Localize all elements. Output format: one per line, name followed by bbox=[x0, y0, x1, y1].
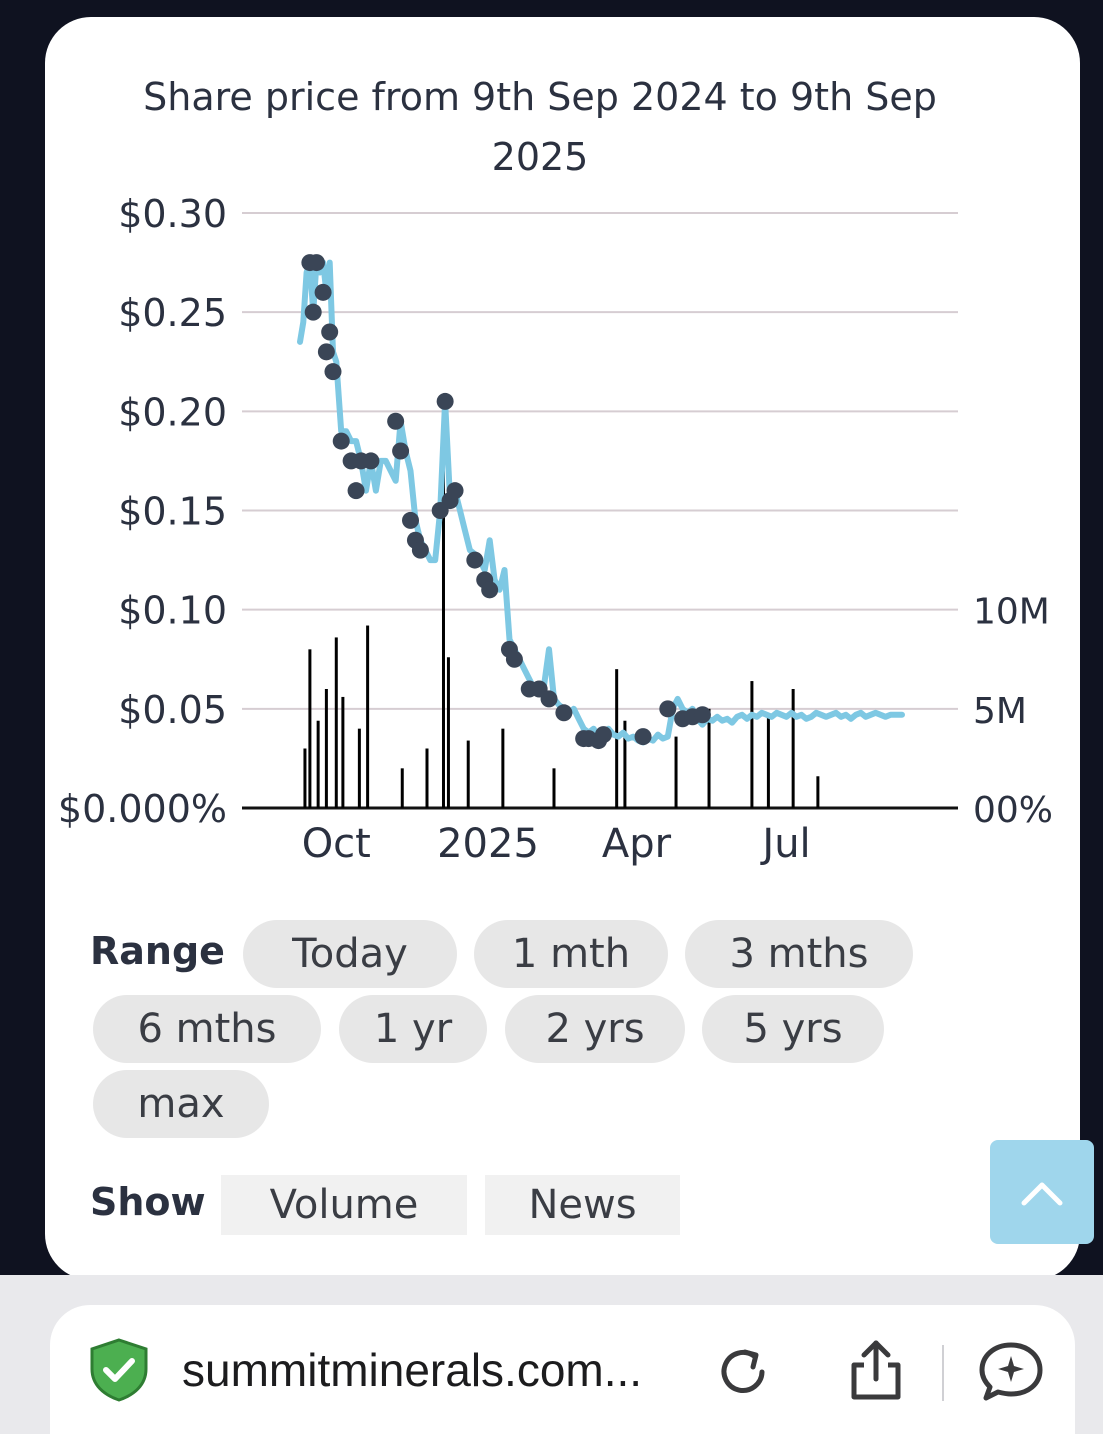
volume-bar bbox=[501, 728, 505, 808]
news-marker[interactable] bbox=[307, 254, 325, 272]
news-marker[interactable] bbox=[387, 412, 405, 430]
range-label: Range bbox=[90, 929, 225, 973]
y-tick-label: $0.20 bbox=[118, 390, 227, 434]
volume-tick-label: 5M bbox=[973, 691, 1027, 732]
news-marker[interactable] bbox=[466, 551, 484, 569]
chart-card: Share price from 9th Sep 2024 to 9th Sep… bbox=[45, 17, 1080, 1280]
news-marker[interactable] bbox=[693, 706, 711, 724]
y-tick-label: $0.000% bbox=[58, 787, 227, 831]
volume-bar bbox=[816, 776, 820, 808]
share-price-chart[interactable]: $0.30 $0.25 $0.20 $0.15 $0.10 $0.05 $0.000% 10M… bbox=[45, 17, 1080, 877]
volume-bar bbox=[791, 689, 795, 808]
news-marker[interactable] bbox=[392, 442, 410, 460]
volume-bar bbox=[400, 768, 404, 808]
volume-bar bbox=[366, 625, 370, 808]
url-text: summitminerals.com... bbox=[182, 1344, 643, 1396]
y-tick-label: $0.15 bbox=[118, 490, 227, 534]
news-marker[interactable] bbox=[324, 363, 342, 381]
show-volume-toggle[interactable]: Volume bbox=[221, 1175, 467, 1235]
range-today-button[interactable]: Today bbox=[243, 920, 457, 988]
volume-bar bbox=[466, 740, 470, 808]
news-marker[interactable] bbox=[505, 650, 523, 668]
news-marker[interactable] bbox=[594, 726, 612, 744]
y-tick-label: $0.25 bbox=[118, 291, 227, 335]
range-5yrs-button[interactable]: 5 yrs bbox=[702, 995, 884, 1063]
volume-bar bbox=[308, 649, 312, 808]
news-marker[interactable] bbox=[555, 704, 573, 722]
x-tick-label: 2025 bbox=[437, 821, 539, 867]
x-tick-label: Apr bbox=[602, 821, 672, 867]
toolbar-divider bbox=[942, 1345, 944, 1401]
volume-bar bbox=[707, 708, 711, 808]
news-marker[interactable] bbox=[436, 392, 454, 410]
range-6mths-button[interactable]: 6 mths bbox=[93, 995, 321, 1063]
range-2yrs-button[interactable]: 2 yrs bbox=[505, 995, 685, 1063]
share-icon[interactable] bbox=[846, 1339, 906, 1403]
news-marker[interactable] bbox=[321, 323, 339, 341]
news-marker[interactable] bbox=[634, 728, 652, 746]
news-marker[interactable] bbox=[481, 581, 499, 599]
news-marker[interactable] bbox=[317, 343, 335, 361]
scroll-to-top-button[interactable] bbox=[990, 1140, 1094, 1244]
volume-bar bbox=[341, 696, 345, 808]
volume-tick-label: 10M bbox=[973, 592, 1050, 633]
range-1yr-button[interactable]: 1 yr bbox=[339, 995, 487, 1063]
chevron-up-icon bbox=[1021, 1182, 1063, 1206]
chart-title: Share price from 9th Sep 2024 to 9th Sep… bbox=[143, 75, 937, 179]
y-tick-label: $0.10 bbox=[118, 589, 227, 633]
news-marker[interactable] bbox=[362, 452, 380, 470]
volume-bar bbox=[316, 720, 320, 808]
volume-bar bbox=[766, 716, 770, 808]
range-3mths-button[interactable]: 3 mths bbox=[685, 920, 913, 988]
news-marker[interactable] bbox=[304, 303, 322, 321]
x-tick-label: Oct bbox=[302, 821, 371, 867]
x-tick-label: Jul bbox=[759, 821, 810, 867]
volume-bar bbox=[674, 736, 678, 808]
show-news-toggle[interactable]: News bbox=[485, 1175, 680, 1235]
volume-bar bbox=[324, 689, 328, 808]
volume-bar bbox=[441, 411, 445, 808]
volume-bar bbox=[446, 657, 450, 808]
assistant-chat-icon[interactable] bbox=[978, 1339, 1044, 1403]
range-1mth-button[interactable]: 1 mth bbox=[474, 920, 668, 988]
news-marker[interactable] bbox=[402, 511, 420, 529]
news-marker[interactable] bbox=[446, 482, 464, 500]
news-marker[interactable] bbox=[411, 541, 429, 559]
volume-bar bbox=[357, 728, 361, 808]
range-max-button[interactable]: max bbox=[93, 1070, 269, 1138]
address-bar[interactable]: summitminerals.com... bbox=[50, 1305, 1075, 1434]
volume-bar bbox=[750, 681, 754, 808]
news-marker[interactable] bbox=[347, 482, 365, 500]
volume-bar bbox=[425, 748, 429, 808]
volume-bar bbox=[552, 768, 556, 808]
volume-bar bbox=[623, 720, 627, 808]
news-marker[interactable] bbox=[314, 283, 332, 301]
reload-icon[interactable] bbox=[714, 1343, 772, 1401]
news-marker[interactable] bbox=[659, 700, 677, 718]
news-marker[interactable] bbox=[332, 432, 350, 450]
volume-bar bbox=[334, 637, 338, 808]
show-label: Show bbox=[90, 1180, 206, 1224]
y-tick-label: $0.05 bbox=[118, 688, 227, 732]
price-line bbox=[297, 259, 905, 746]
volume-tick-label: 00% bbox=[973, 790, 1053, 831]
secure-shield-icon bbox=[90, 1338, 148, 1402]
volume-bar bbox=[303, 748, 307, 808]
news-marker[interactable] bbox=[540, 690, 558, 708]
y-tick-label: $0.30 bbox=[118, 192, 227, 236]
